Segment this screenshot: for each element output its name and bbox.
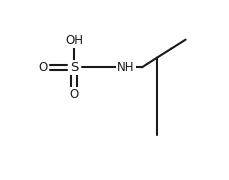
- Text: O: O: [69, 88, 79, 101]
- Text: S: S: [70, 61, 78, 74]
- Text: O: O: [38, 61, 47, 74]
- Text: NH: NH: [117, 61, 134, 74]
- Text: OH: OH: [65, 34, 83, 47]
